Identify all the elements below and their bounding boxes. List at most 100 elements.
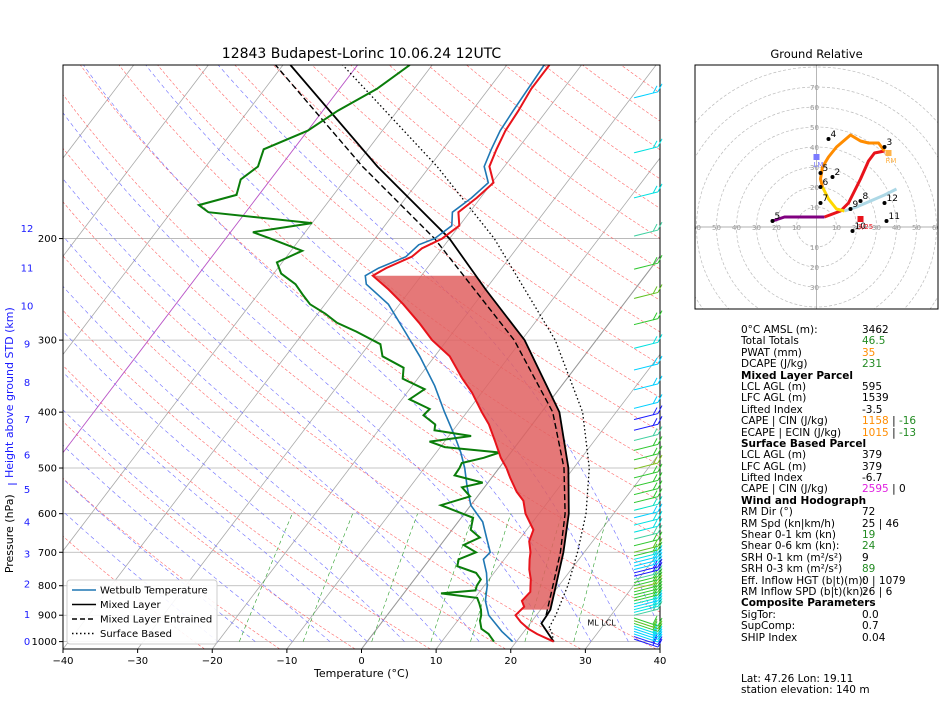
wind-row: RM Dir (°) 72 bbox=[741, 506, 941, 518]
wind-barb bbox=[633, 284, 663, 299]
x-tick-label: −30 bbox=[127, 656, 148, 667]
hodo-axis-label: 20 bbox=[772, 224, 781, 232]
lat-lon: Lat: 47.26 Lon: 19.11 bbox=[741, 673, 854, 685]
mixed-layer-entrained bbox=[274, 65, 566, 616]
wind-row-value: 26 | 6 bbox=[862, 585, 893, 598]
wind-row-key: SRH 0-1 km (m²/s²) bbox=[741, 551, 843, 564]
km-tick-label: 10 bbox=[21, 302, 34, 313]
x-axis-label: Temperature (°C) bbox=[313, 667, 409, 680]
sounding-profiles bbox=[196, 65, 590, 643]
sb-row-value: -6.7 bbox=[862, 472, 883, 485]
p-tick-label: 500 bbox=[38, 464, 57, 475]
hodo-segment bbox=[772, 215, 825, 223]
y2-axis-label: Height above ground STD (km) bbox=[3, 307, 16, 478]
comp-row-key: SHIP Index bbox=[741, 631, 798, 644]
x-tick-label: 20 bbox=[504, 656, 517, 667]
hodo-axis-label: 50 bbox=[810, 124, 819, 132]
cape-area bbox=[372, 275, 569, 610]
hodo-segment bbox=[821, 186, 845, 213]
wind-barb bbox=[633, 334, 663, 349]
hodo-marker bbox=[885, 150, 892, 156]
y-axis-label: Pressure (hPa) bbox=[3, 494, 16, 573]
wind-row: SRH 0-3 km (m²/s²) 89 bbox=[741, 563, 941, 575]
legend-label: Mixed Layer Entrained bbox=[100, 615, 212, 626]
general-row-value: 46.5 bbox=[862, 335, 886, 348]
general-row: Total Totals 46.5 bbox=[741, 335, 941, 348]
hodo-axis-label: 40 bbox=[892, 224, 901, 232]
km-tick-label: 2 bbox=[24, 580, 30, 591]
general-row-value: 3462 bbox=[862, 324, 889, 336]
hodo-height-label: 5 bbox=[775, 212, 781, 222]
wind-barb bbox=[633, 310, 663, 326]
ml-lcl-annotation: ML LCL bbox=[587, 618, 616, 627]
sb-row-key: LCL AGL (m) bbox=[741, 449, 807, 462]
surface-based-heading: Surface Based Parcel bbox=[741, 437, 867, 450]
comp-row-value: 0.04 bbox=[862, 631, 886, 644]
legend-label: Wetbulb Temperature bbox=[100, 586, 208, 597]
hodo-axis-label: 20 bbox=[810, 264, 819, 272]
hodo-height-dot bbox=[882, 145, 887, 149]
wind-barb bbox=[633, 436, 663, 451]
hodo-axis-label: 70 bbox=[810, 84, 819, 92]
hodo-height-label: 6 bbox=[823, 178, 829, 188]
wind-row: Eff. Inflow HGT (b|t)(m): 0 | 1079 bbox=[741, 575, 941, 587]
hodo-height-dot bbox=[848, 207, 853, 211]
wind-barb bbox=[633, 355, 663, 371]
hodo-axis-label: 10 bbox=[810, 244, 819, 252]
wind-barb bbox=[633, 618, 663, 630]
wind-barb bbox=[633, 517, 663, 533]
wind-row-key: RM Inflow SPD (b|t)(kn): bbox=[741, 585, 867, 598]
general-row: 0°C AMSL (m): 3462 bbox=[741, 324, 941, 336]
x-tick-label: 0 bbox=[358, 656, 364, 667]
hodo-height-dot bbox=[826, 137, 831, 141]
hodo-axis-label: 70 bbox=[672, 224, 681, 232]
wind-barb bbox=[633, 405, 663, 421]
x-tick-label: −10 bbox=[276, 656, 297, 667]
wind-barb bbox=[633, 463, 663, 479]
general-row-value: 231 bbox=[862, 358, 883, 371]
hodo-axis-label: 60 bbox=[810, 104, 819, 112]
hodo-height-dot bbox=[818, 185, 823, 189]
hodo-height-dot bbox=[858, 199, 863, 203]
ml-cape-value: 1158 bbox=[862, 415, 889, 428]
ml-ecin-value: -13 bbox=[898, 426, 917, 439]
hodo-height-dot bbox=[850, 229, 855, 233]
wind-row-key: Shear 0-1 km (kn) bbox=[741, 529, 836, 542]
hodo-height-label: 8 bbox=[863, 192, 869, 202]
comp-row: SigTor: 0.0 bbox=[741, 609, 941, 621]
wind-barb bbox=[633, 538, 663, 553]
wind-row: RM Spd (kn|km/h) 25 | 46 bbox=[741, 518, 941, 530]
sb-row-key: Lifted Index bbox=[741, 472, 803, 485]
comp-row: SHIP Index 0.04 bbox=[741, 631, 941, 644]
km-tick-label: 4 bbox=[24, 517, 30, 528]
wind-barb bbox=[633, 416, 663, 431]
wind-row: Shear 0-1 km (kn) 19 bbox=[741, 529, 941, 542]
hodo-height-dot bbox=[818, 201, 823, 205]
wind-barb bbox=[633, 454, 663, 470]
wind-barb bbox=[633, 426, 663, 442]
sb-row: LCL AGL (m) 379 bbox=[741, 449, 941, 462]
sb-cape-value: 2595 bbox=[862, 483, 889, 496]
legend-label: Mixed Layer bbox=[100, 600, 161, 611]
ml-cin-value: -16 bbox=[898, 415, 917, 428]
ml-cape-key: CAPE | CIN (J/kg) bbox=[741, 415, 828, 428]
hodo-marker bbox=[857, 216, 864, 222]
ml-row-key: Lifted Index bbox=[741, 403, 803, 416]
ml-row: LFC AGL (m) 1539 bbox=[741, 392, 941, 404]
wind-barb bbox=[633, 394, 663, 409]
hodo-axis-label: 50 bbox=[712, 224, 721, 232]
wind-barb bbox=[633, 254, 663, 270]
wind-row-value: 19 bbox=[862, 529, 876, 542]
wind-row-value: 24 bbox=[862, 540, 876, 553]
x-tick-label: −40 bbox=[52, 656, 73, 667]
wind-row: RM Inflow SPD (b|t)(kn): 26 | 6 bbox=[741, 585, 941, 598]
p-tick-label: 300 bbox=[38, 336, 57, 347]
km-tick-label: 11 bbox=[21, 264, 34, 275]
wind-barb bbox=[633, 541, 663, 557]
wind-barb bbox=[633, 503, 663, 519]
hodo-height-dot bbox=[818, 171, 823, 175]
wind-barb bbox=[633, 83, 663, 99]
wind-barb bbox=[633, 138, 663, 154]
ml-row: Lifted Index -3.5 bbox=[741, 403, 941, 416]
